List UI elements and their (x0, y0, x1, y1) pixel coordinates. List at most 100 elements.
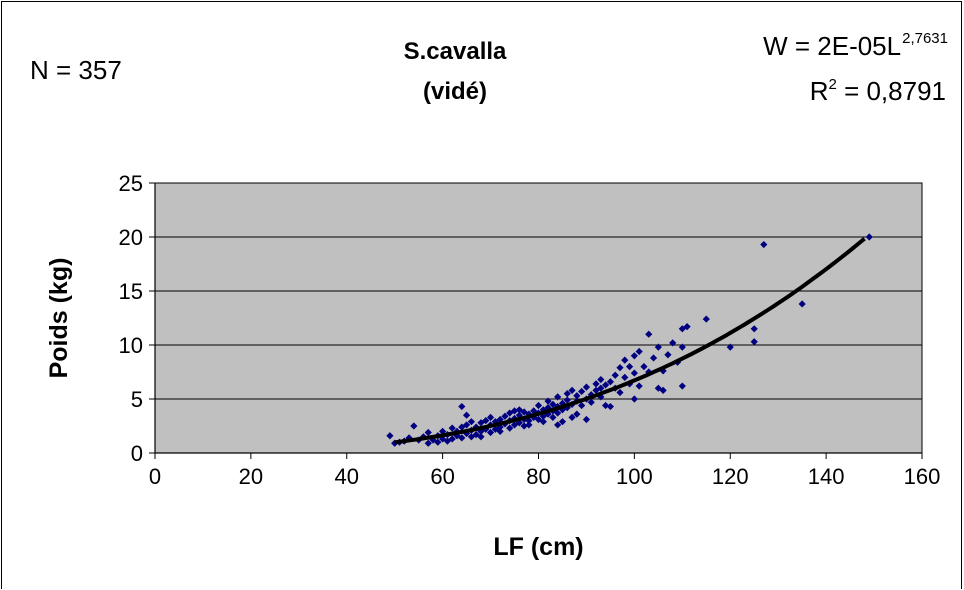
data-point (515, 419, 523, 427)
data-point (424, 428, 432, 437)
data-point (669, 339, 677, 347)
data-point (865, 233, 873, 241)
data-point (659, 367, 667, 375)
data-point (578, 387, 586, 396)
data-point (530, 407, 538, 415)
x-tick-label: 60 (430, 464, 454, 489)
data-point (534, 415, 543, 424)
data-point (750, 325, 758, 333)
y-tick-label: 20 (119, 225, 143, 250)
data-point (654, 343, 662, 351)
r-squared-superscript: 2 (828, 76, 837, 93)
data-point (520, 422, 528, 430)
data-point (597, 375, 605, 384)
x-tick-label: 20 (239, 464, 263, 489)
data-point (424, 439, 432, 447)
data-point (630, 369, 638, 377)
data-point (592, 380, 600, 388)
data-point (606, 378, 615, 386)
data-point (558, 418, 567, 426)
data-point (534, 401, 543, 410)
data-point (496, 423, 504, 431)
data-point (458, 434, 466, 442)
data-point (573, 410, 581, 418)
data-point (621, 373, 629, 381)
data-point (554, 421, 562, 429)
data-point (582, 415, 591, 424)
data-point (525, 417, 533, 425)
data-point (582, 383, 591, 391)
data-point (678, 343, 686, 351)
data-point (467, 418, 475, 426)
x-tick-label: 120 (712, 464, 749, 489)
data-point (616, 388, 624, 397)
data-point (386, 432, 394, 440)
data-point (625, 363, 634, 371)
data-point (597, 393, 605, 401)
data-point (750, 338, 758, 346)
data-point (496, 415, 504, 424)
regression-equation: W = 2E-05L2,7631 (763, 30, 948, 62)
x-axis-title: LF (cm) (493, 533, 583, 561)
data-point (563, 404, 571, 412)
data-point (602, 381, 610, 389)
data-point (602, 401, 610, 410)
chart-title-line2: (vidé) (422, 78, 487, 105)
data-point (458, 402, 466, 411)
data-point (606, 402, 615, 411)
data-point (448, 435, 456, 443)
y-tick-label: 15 (119, 279, 143, 304)
data-point (616, 364, 624, 372)
data-point (640, 363, 648, 371)
data-point (539, 418, 547, 426)
data-point (429, 436, 437, 444)
data-point (597, 384, 605, 392)
data-point (568, 413, 576, 421)
data-point (506, 409, 514, 417)
data-point (458, 423, 466, 431)
data-point (554, 393, 562, 401)
equation-base: W = 2E-05L (763, 31, 902, 61)
data-point (477, 419, 485, 427)
data-point (549, 413, 557, 421)
tick-labels: 0 5 10 15 20 25 0 20 40 60 80 100 120 140 160 (119, 171, 941, 489)
y-axis-title: Poids (kg) (45, 258, 73, 379)
data-point (539, 412, 547, 420)
data-point (453, 432, 461, 440)
data-point (702, 315, 710, 323)
x-tick-label: 40 (335, 464, 359, 489)
data-point (510, 407, 519, 415)
data-point (496, 427, 504, 435)
data-point (621, 356, 629, 364)
r-squared-symbol: R (809, 76, 829, 106)
x-tick-label: 160 (904, 464, 941, 489)
data-point (486, 413, 495, 421)
gridlines (155, 182, 922, 400)
data-point (477, 433, 485, 441)
y-tick-label: 0 (131, 441, 143, 466)
data-point (578, 401, 586, 410)
data-point (587, 398, 595, 406)
data-point (477, 427, 485, 435)
data-point (760, 240, 768, 249)
data-point (573, 392, 581, 400)
data-point (462, 421, 471, 429)
data-point (664, 351, 672, 359)
data-point (554, 409, 562, 417)
r-squared-value: = 0,8791 (836, 76, 946, 106)
data-point (462, 411, 471, 419)
data-point (482, 417, 490, 425)
x-tick-label: 140 (808, 464, 845, 489)
y-tick-label: 25 (119, 171, 143, 196)
data-point (635, 347, 643, 356)
data-point (520, 408, 528, 416)
data-point (549, 400, 557, 408)
data-point (630, 395, 638, 403)
data-point (501, 412, 509, 420)
data-point (635, 382, 643, 390)
y-tick-label: 5 (131, 387, 143, 412)
equation-exponent: 2,7631 (902, 30, 948, 47)
data-point (726, 343, 734, 351)
data-point (649, 354, 658, 362)
